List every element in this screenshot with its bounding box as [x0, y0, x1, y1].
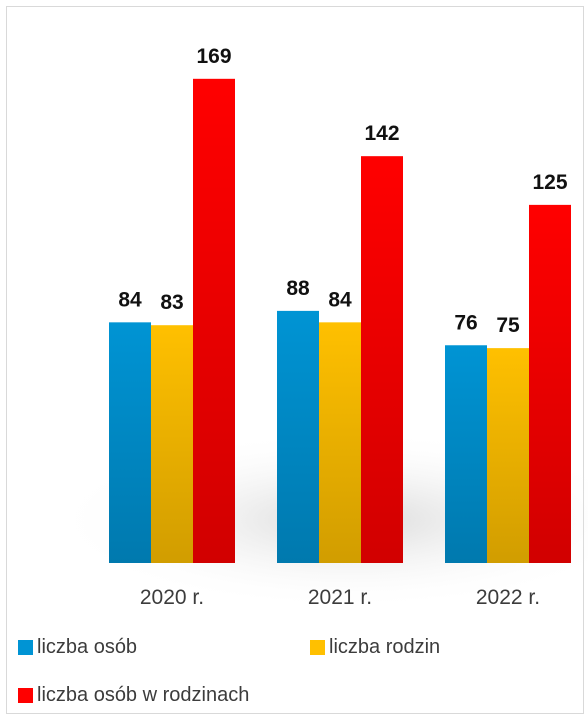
x-tick-label: 2022 r. [476, 586, 540, 609]
bar-3-3 [529, 204, 571, 563]
data-label: 142 [364, 122, 399, 145]
data-label: 84 [328, 288, 352, 311]
legend-label: liczba osób w rodzinach [37, 684, 250, 706]
legend-swatch [18, 688, 33, 703]
bar-1-1 [109, 322, 151, 563]
x-tick-label: 2021 r. [308, 586, 372, 609]
bar-2-1 [151, 325, 193, 563]
data-label: 83 [160, 291, 183, 314]
bar-2-3 [487, 348, 529, 563]
bar-3-2 [361, 156, 403, 564]
data-label: 84 [118, 288, 142, 311]
bar-3-1 [193, 78, 235, 563]
data-label: 76 [454, 311, 477, 334]
legend-label: liczba rodzin [329, 636, 441, 658]
bar-1-3 [445, 345, 487, 563]
legend-label: liczba osób [37, 636, 138, 658]
data-label: 169 [196, 45, 231, 68]
legend-swatch [310, 640, 325, 655]
data-label: 125 [532, 171, 567, 194]
legend-item-liczba-osob: liczba osób [18, 636, 137, 659]
data-label: 88 [286, 277, 310, 300]
legend-item-liczba-osob-w-rodzinach: liczba osób w rodzinach [18, 684, 249, 707]
data-label: 75 [496, 314, 520, 337]
legend-item-liczba-rodzin: liczba rodzin [310, 636, 440, 659]
bar-1-2 [277, 310, 319, 563]
legend-swatch [18, 640, 33, 655]
x-tick-label: 2020 r. [140, 586, 204, 609]
bar-2-2 [319, 322, 361, 563]
